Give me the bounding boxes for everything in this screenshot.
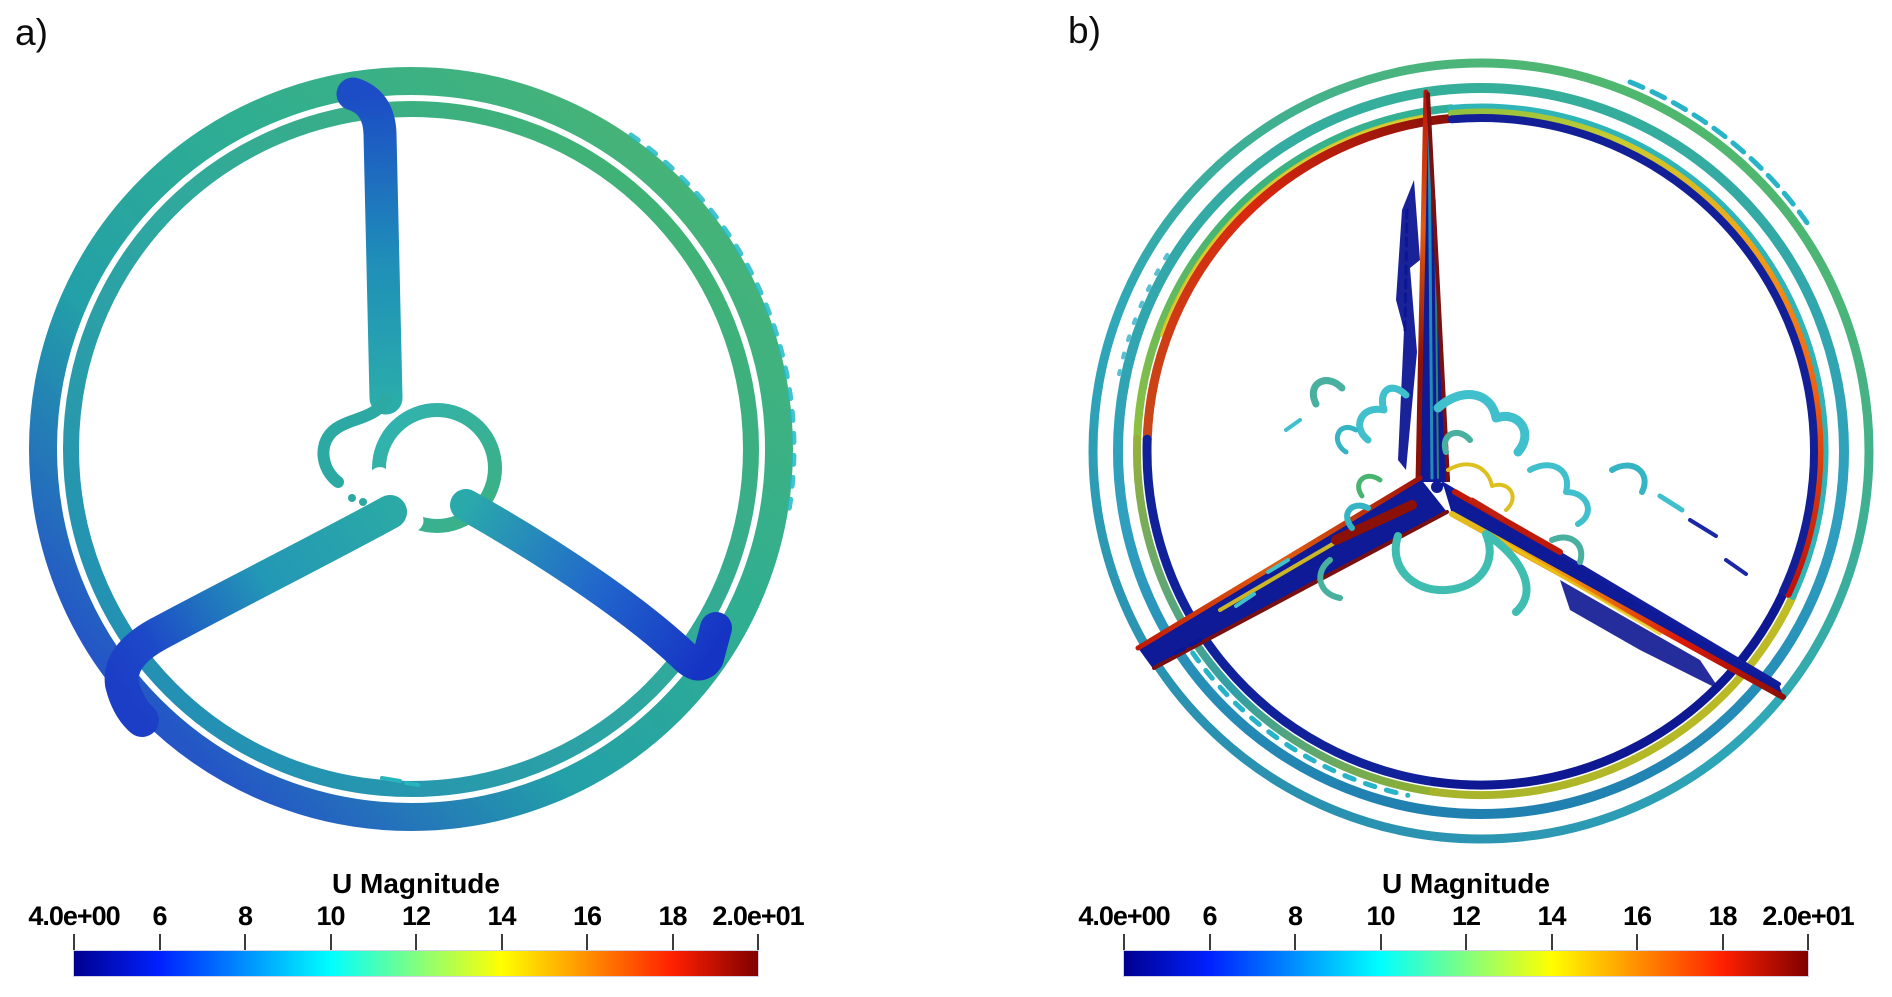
- tick-label: 6: [152, 901, 167, 931]
- tick-mark: [1807, 934, 1809, 950]
- colorbar-gradient-bar: [1123, 950, 1809, 977]
- tick-mark: [1636, 934, 1638, 950]
- tip-vortex-rings-a: [29, 67, 797, 831]
- tick-mark: [244, 934, 246, 950]
- tick-label: 16: [572, 901, 602, 931]
- tick-mark: [158, 934, 161, 950]
- tick-label: 16: [1622, 901, 1652, 931]
- panel-b-label: b): [1068, 10, 1101, 51]
- tick-label: 12: [401, 901, 431, 931]
- tick-label: 8: [1287, 901, 1303, 931]
- tick-label: 4.0e+00: [28, 901, 120, 931]
- tick-label: 14: [1537, 901, 1566, 931]
- colorbar-gradient-bar: [73, 950, 759, 977]
- tick-mark: [500, 934, 503, 950]
- tick-label: 10: [1366, 901, 1395, 931]
- colorbar-b: U Magnitude 4.0e+00 6 8 10 12 14 16 18 2.0e+01: [1078, 868, 1855, 988]
- tick-mark: [1208, 934, 1211, 950]
- tick-mark: [1550, 934, 1553, 950]
- small-debris-a: [380, 776, 420, 787]
- colorbar-tick-marks: [73, 934, 759, 950]
- tick-label: 14: [487, 901, 516, 931]
- tick-label: 2.0e+01: [712, 901, 804, 931]
- blade-root-vortices-a: [104, 77, 732, 737]
- colorbar-tick-marks: [1123, 934, 1809, 950]
- tick-mark: [415, 934, 417, 950]
- tick-label: 10: [316, 901, 345, 931]
- vortex-debris-arc-a: [628, 132, 797, 519]
- colorbar-tick-labels: 4.0e+00 6 8 10 12 14 16 18 2.0e+01: [1078, 901, 1854, 931]
- render-a-rotor-wake: [29, 67, 797, 831]
- colorbar-a: U Magnitude 4.0e+00 6 8 10 12 14 16 18 2.0e+01: [28, 868, 805, 988]
- tick-mark: [329, 934, 332, 950]
- tick-mark: [1123, 934, 1125, 950]
- tick-mark: [73, 934, 75, 950]
- hub-turbulence-b: [1234, 377, 1685, 616]
- tick-mark: [1721, 934, 1724, 950]
- tip-vortex-rings-b: [1088, 58, 1874, 844]
- tick-label: 2.0e+01: [1762, 901, 1854, 931]
- tick-label: 8: [237, 901, 253, 931]
- tick-mark: [1294, 934, 1296, 950]
- tick-label: 12: [1451, 901, 1481, 931]
- panel-a-label: a): [15, 12, 48, 53]
- tick-label: 6: [1202, 901, 1217, 931]
- tick-mark: [1379, 934, 1382, 950]
- tick-label: 18: [658, 901, 687, 931]
- colorbar-title: U Magnitude: [332, 868, 500, 899]
- tick-label: 18: [1708, 901, 1737, 931]
- tick-label: 4.0e+00: [1078, 901, 1170, 931]
- tick-mark: [757, 934, 759, 950]
- render-b-rotor-wake: [1088, 58, 1874, 844]
- colorbar-tick-labels: 4.0e+00 6 8 10 12 14 16 18 2.0e+01: [28, 901, 804, 931]
- tick-mark: [671, 934, 674, 950]
- tick-mark: [1465, 934, 1467, 950]
- tick-mark: [586, 934, 588, 950]
- colorbar-title: U Magnitude: [1382, 868, 1550, 899]
